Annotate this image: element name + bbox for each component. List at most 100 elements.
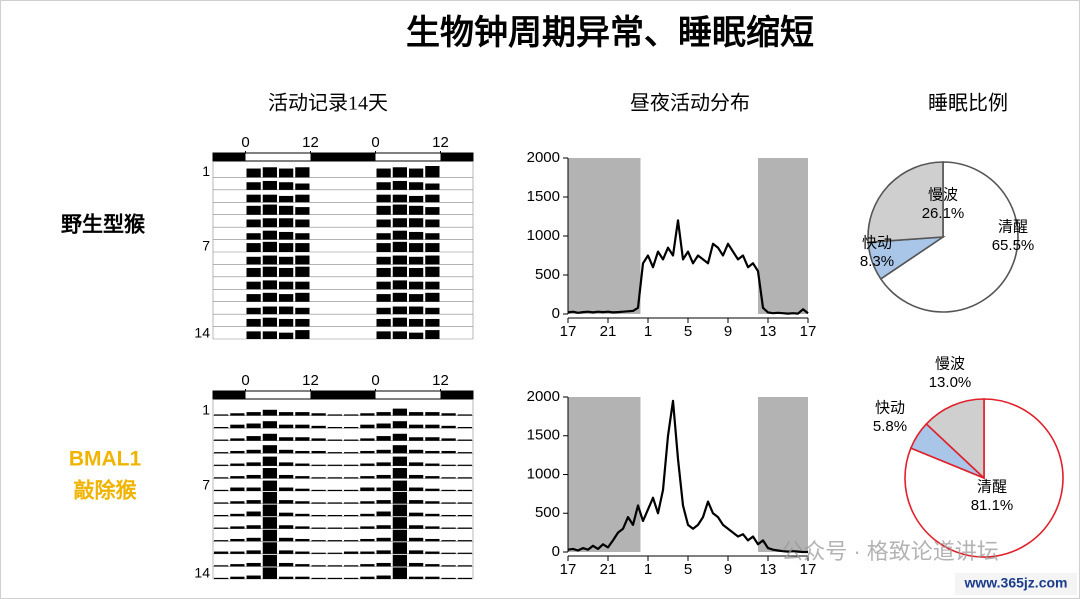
activity-bar bbox=[262, 433, 277, 441]
activity-bar bbox=[457, 426, 472, 429]
activity-bar bbox=[214, 565, 229, 567]
activity-bar bbox=[214, 414, 229, 416]
activity-bar bbox=[392, 280, 407, 290]
site-badge bbox=[955, 573, 1077, 595]
activity-bar bbox=[246, 562, 261, 567]
activity-bar bbox=[392, 167, 407, 178]
activity-bar bbox=[262, 529, 277, 542]
activity-bar bbox=[392, 421, 407, 429]
activity-bar bbox=[409, 424, 424, 429]
activity-bar bbox=[230, 551, 245, 554]
dark-bar bbox=[440, 153, 473, 161]
activity-line bbox=[567, 399, 808, 554]
activity-bar bbox=[457, 565, 472, 567]
day-label: 7 bbox=[202, 238, 210, 254]
row-label: BMAL1 bbox=[69, 448, 142, 471]
activity-bar bbox=[230, 576, 245, 579]
activity-bar bbox=[376, 474, 391, 479]
activity-bar bbox=[262, 331, 277, 339]
activity-bar bbox=[425, 501, 440, 504]
x-tick-label: 5 bbox=[684, 561, 692, 578]
activity-bar bbox=[295, 424, 310, 429]
activity-bar bbox=[262, 554, 277, 567]
activity-bar bbox=[376, 500, 391, 504]
activity-bar bbox=[392, 194, 407, 203]
activity-bar bbox=[295, 307, 310, 315]
activity-bar bbox=[360, 526, 375, 529]
activity-bar bbox=[262, 180, 277, 190]
activity-bar bbox=[246, 331, 261, 339]
activity-bar bbox=[311, 565, 326, 567]
activity-bar bbox=[409, 168, 424, 178]
activity-bar bbox=[262, 280, 277, 290]
activity-bar bbox=[441, 527, 456, 529]
activity-bar bbox=[441, 413, 456, 416]
activity-bar bbox=[392, 255, 407, 265]
slice-value: 81.1% bbox=[971, 497, 1014, 514]
activity-bar bbox=[246, 168, 261, 178]
activity-bar bbox=[376, 256, 391, 265]
activity-bar bbox=[327, 452, 342, 454]
activity-bar bbox=[376, 205, 391, 215]
activity-bar bbox=[295, 266, 310, 277]
activity-bar bbox=[457, 527, 472, 529]
activity-bar bbox=[425, 281, 440, 290]
x-tick-label: 5 bbox=[684, 323, 692, 340]
activity-bar bbox=[425, 526, 440, 529]
activity-bar bbox=[344, 551, 359, 554]
activity-bar bbox=[409, 205, 424, 215]
y-tick-label: 1500 bbox=[527, 188, 560, 205]
activity-bar bbox=[214, 551, 229, 554]
activity-bar bbox=[262, 480, 277, 491]
activity-bar bbox=[262, 456, 277, 466]
activity-bar bbox=[344, 540, 359, 542]
activity-bar bbox=[214, 426, 229, 429]
activity-bar bbox=[262, 504, 277, 517]
activity-bar bbox=[230, 526, 245, 529]
activity-bar bbox=[425, 307, 440, 315]
slice-name: 慢波 bbox=[928, 186, 958, 203]
activity-bar bbox=[392, 517, 407, 529]
activity-bar bbox=[376, 281, 391, 290]
activity-bar bbox=[295, 183, 310, 190]
activity-bar bbox=[441, 450, 456, 454]
activity-bar bbox=[425, 330, 440, 339]
activity-bar bbox=[376, 537, 391, 542]
activity-bar bbox=[279, 332, 294, 339]
activity-bar bbox=[360, 564, 375, 567]
activity-bar bbox=[246, 233, 261, 240]
activity-bar bbox=[425, 233, 440, 240]
activity-bar bbox=[295, 255, 310, 265]
activity-bar bbox=[441, 514, 456, 517]
activity-bar bbox=[392, 331, 407, 339]
activity-bar bbox=[409, 243, 424, 252]
activity-bar bbox=[376, 267, 391, 277]
x-tick-label: 1 bbox=[644, 561, 652, 578]
activity-bar bbox=[376, 168, 391, 178]
activity-bar bbox=[409, 437, 424, 441]
x-tick-label: 12 bbox=[302, 134, 319, 151]
activity-bar bbox=[457, 577, 472, 579]
dark-bar bbox=[213, 391, 246, 399]
activity-bar bbox=[214, 452, 229, 454]
activity-bar bbox=[279, 318, 294, 327]
activity-bar bbox=[360, 424, 375, 429]
activity-bar bbox=[230, 438, 245, 441]
day-label: 1 bbox=[202, 163, 210, 179]
activity-bar bbox=[360, 487, 375, 491]
activity-bar bbox=[295, 551, 310, 554]
x-tick-label: 9 bbox=[724, 323, 732, 340]
activity-bar bbox=[214, 489, 229, 491]
activity-bar bbox=[425, 488, 440, 491]
activity-bar bbox=[425, 564, 440, 567]
site-label: www.365jz.com bbox=[964, 575, 1068, 591]
activity-bar bbox=[311, 502, 326, 504]
activity-bar bbox=[376, 487, 391, 491]
activity-bar bbox=[344, 514, 359, 517]
activity-bar bbox=[311, 413, 326, 416]
activity-bar bbox=[327, 489, 342, 491]
activity-bar bbox=[246, 487, 261, 491]
activity-bar bbox=[392, 529, 407, 542]
activity-bar bbox=[409, 412, 424, 416]
